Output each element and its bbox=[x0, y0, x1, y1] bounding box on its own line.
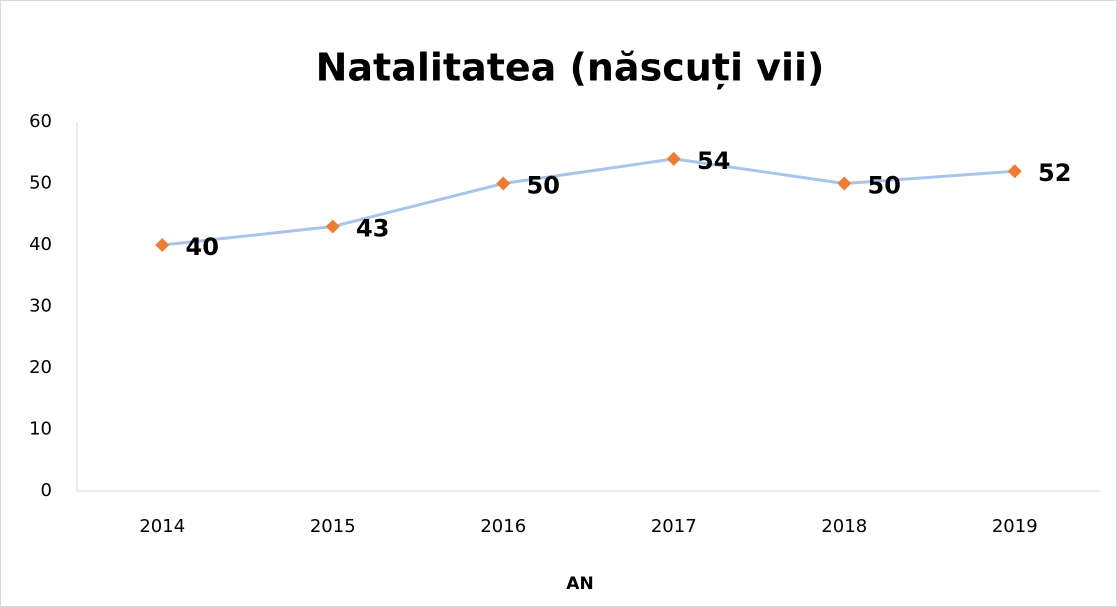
x-tick-label: 2014 bbox=[139, 516, 185, 537]
y-tick-label: 30 bbox=[29, 296, 52, 317]
x-axis-label: AN bbox=[566, 574, 593, 594]
marker bbox=[837, 176, 852, 191]
x-tick-label: 2015 bbox=[310, 516, 356, 537]
marker bbox=[155, 238, 170, 252]
marker bbox=[666, 151, 681, 166]
line bbox=[162, 157, 1015, 247]
y-tick-label: 0 bbox=[41, 480, 52, 501]
x-tick-label: 2019 bbox=[992, 516, 1038, 537]
y-tick-label: 50 bbox=[29, 173, 52, 194]
marker bbox=[325, 219, 340, 234]
chart-title: Natalitatea (născuți vii) bbox=[316, 46, 825, 90]
data-label: 52 bbox=[1038, 159, 1071, 187]
marker bbox=[496, 176, 511, 191]
data-label: 40 bbox=[186, 233, 219, 261]
y-tick-label: 10 bbox=[29, 419, 52, 440]
data-label: 50 bbox=[527, 172, 560, 200]
x-tick-label: 2018 bbox=[821, 516, 867, 537]
y-tick-label: 60 bbox=[29, 111, 52, 132]
data-label: 50 bbox=[868, 172, 901, 200]
marker bbox=[1007, 164, 1022, 179]
y-tick-label: 20 bbox=[29, 357, 52, 378]
data-label: 54 bbox=[697, 147, 730, 175]
x-tick-label: 2016 bbox=[480, 516, 526, 537]
y-tick-label: 40 bbox=[29, 234, 52, 255]
x-tick-label: 2017 bbox=[651, 516, 697, 537]
data-label: 43 bbox=[356, 215, 389, 243]
